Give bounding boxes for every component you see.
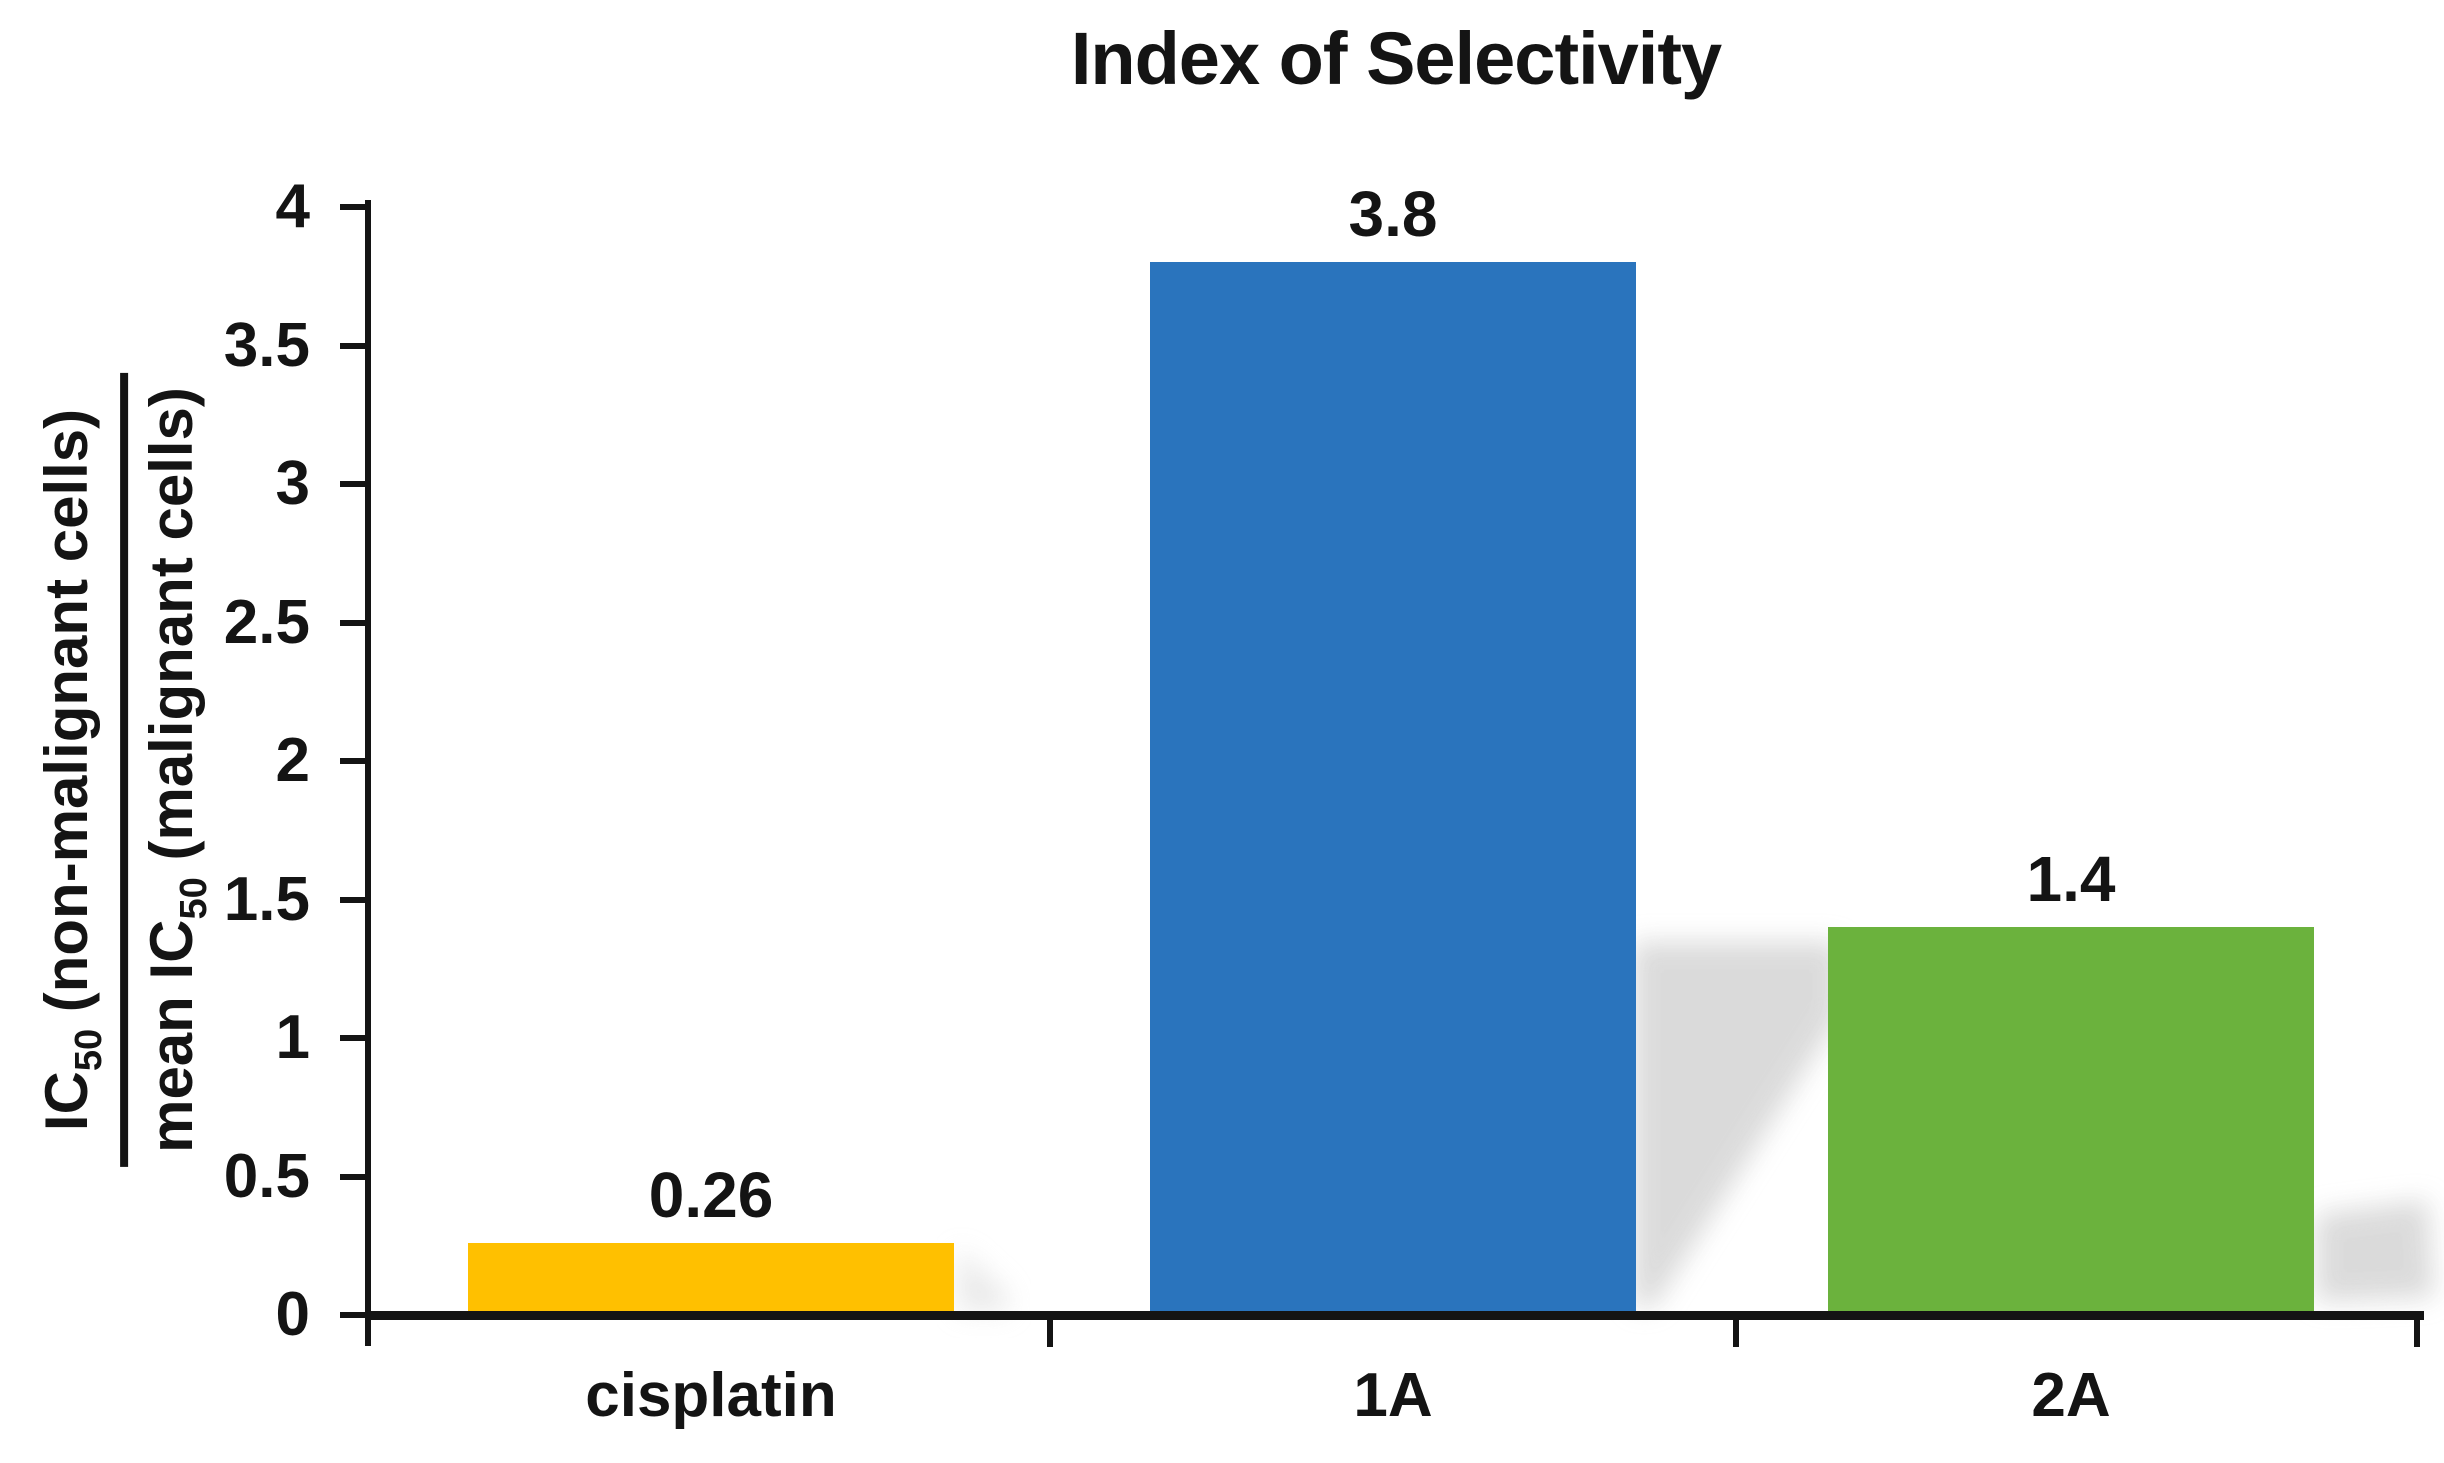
y-tick-label: 4 <box>275 172 310 241</box>
shadow-of-bar-cisplatin <box>958 1248 1010 1312</box>
category-label-1a: 1A <box>1353 1361 1433 1430</box>
y-tick-mark <box>340 619 368 626</box>
bar-cisplatin <box>468 1242 954 1315</box>
x-axis-tick <box>2414 1315 2420 1347</box>
y-tick-mark <box>340 758 368 764</box>
bar-2a <box>1828 927 2314 1315</box>
y-tick-mark <box>340 1312 368 1318</box>
category-label-2a: 2A <box>2031 1361 2111 1430</box>
x-axis-tick <box>1733 1315 1739 1347</box>
y-tick-mark <box>340 342 368 349</box>
bar-value-label-2a: 1.4 <box>2026 843 2116 916</box>
y-tick-label: 1 <box>275 1003 310 1072</box>
y-tick-label: 0 <box>275 1280 310 1349</box>
y-tick-mark <box>340 896 368 903</box>
y-tick-label: 3.5 <box>223 310 310 380</box>
category-label-cisplatin: cisplatin <box>585 1361 837 1430</box>
bar-1a <box>1150 262 1636 1315</box>
bar-value-label-1a: 3.8 <box>1348 178 1438 251</box>
y-tick-mark <box>340 204 368 210</box>
y-tick-label: 2.5 <box>223 587 310 657</box>
y-tick-label: 0.5 <box>223 1141 310 1211</box>
bar-value-label-cisplatin: 0.26 <box>648 1158 774 1231</box>
y-tick-label: 3 <box>275 449 310 518</box>
x-axis-tick <box>1047 1315 1053 1347</box>
y-tick-mark <box>340 481 368 487</box>
shadow-of-bar-2a <box>2316 1200 2434 1302</box>
chart-title: Index of Selectivity <box>1070 17 1722 100</box>
y-tick-mark <box>340 1035 368 1041</box>
y-axis-line <box>365 200 371 1346</box>
y-tick-label: 1.5 <box>223 864 310 934</box>
y-tick-mark <box>340 1173 368 1180</box>
x-axis-line <box>365 1311 2424 1320</box>
shadow-of-bar-1a <box>1633 942 1840 1307</box>
y-tick-label: 2 <box>275 726 310 795</box>
